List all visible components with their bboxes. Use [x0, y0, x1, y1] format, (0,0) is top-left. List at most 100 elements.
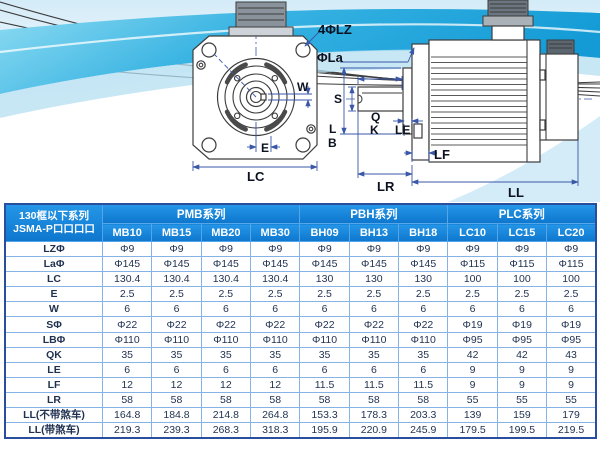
value-cell: 264.8 [250, 407, 301, 424]
table-row: LL(带煞车) 219.3 239.3 268.3 318.3 195.9 220.9 245… [4, 422, 597, 439]
value-cell: 9 [496, 376, 548, 393]
value-cell: 6 [200, 361, 252, 378]
spec-table-body: LZΦ Φ9 Φ9 Φ9 Φ9 Φ9 Φ9 Φ9 Φ9 Φ9 Φ9 LaΦ Φ145 Φ145 Φ145 Φ1… [4, 240, 597, 439]
table-row: LZΦ Φ9 Φ9 Φ9 Φ9 Φ9 Φ9 Φ9 Φ9 Φ9 Φ9 [4, 240, 597, 258]
value-cell: 2.5 [447, 286, 498, 303]
value-cell: 6 [496, 301, 548, 318]
value-cell: Φ22 [398, 316, 449, 333]
value-cell: 2.5 [299, 286, 350, 303]
row-label-cell: E [4, 286, 103, 303]
value-cell: Φ19 [447, 316, 498, 333]
value-cell: Φ95 [546, 331, 597, 348]
value-cell: Φ95 [447, 331, 498, 348]
dim-label-e: E [261, 141, 269, 155]
value-cell: 2.5 [200, 286, 252, 303]
technical-drawings: 4ΦLZ ΦLa W E LC S Q K LE L B LF LR LL [0, 0, 600, 202]
value-cell: Φ110 [299, 331, 350, 348]
value-cell: 9 [447, 361, 498, 378]
series-group-header: PMB系列 [101, 203, 301, 224]
value-cell: 58 [299, 391, 350, 409]
model-column-header: MB10 [101, 223, 153, 242]
value-cell: 179 [546, 407, 597, 424]
row-label-cell: LBΦ [4, 331, 103, 348]
dim-label-lc: LC [247, 169, 265, 184]
value-cell: 35 [348, 346, 400, 363]
value-cell: 11.5 [348, 376, 400, 393]
dim-label-le: LE [395, 123, 410, 137]
table-row: QK 35 35 35 35 35 35 35 42 42 43 [4, 346, 597, 363]
value-cell: Φ22 [299, 316, 350, 333]
value-cell: Φ22 [151, 316, 202, 333]
value-cell: Φ9 [348, 240, 400, 258]
value-cell: 2.5 [398, 286, 449, 303]
value-cell: 6 [151, 301, 202, 318]
value-cell: 184.8 [151, 407, 202, 424]
model-column-header: LC10 [447, 223, 498, 242]
value-cell: 2.5 [348, 286, 400, 303]
table-row: LE 6 6 6 6 6 6 6 9 9 9 [4, 361, 597, 378]
side-view-drawing [192, 0, 592, 186]
front-view-drawing [192, 1, 318, 160]
value-cell: Φ22 [200, 316, 252, 333]
value-cell: 100 [546, 271, 597, 288]
model-column-header: MB15 [151, 223, 202, 242]
value-cell: 130.4 [250, 271, 301, 288]
value-cell: 6 [250, 361, 301, 378]
value-cell: 6 [299, 301, 350, 318]
value-cell: 130.4 [200, 271, 252, 288]
value-cell: 35 [250, 346, 301, 363]
table-row: LF 12 12 12 12 11.5 11.5 11.5 9 9 9 [4, 376, 597, 393]
value-cell: Φ22 [348, 316, 400, 333]
value-cell: 58 [101, 391, 153, 409]
value-cell: 6 [398, 361, 449, 378]
row-label-cell: QK [4, 346, 103, 363]
value-cell: 130 [348, 271, 400, 288]
model-column-header: MB20 [200, 223, 252, 242]
dim-label-k: K [370, 123, 379, 137]
value-cell: 11.5 [398, 376, 449, 393]
dim-label-s: S [334, 92, 342, 106]
value-cell: Φ9 [546, 240, 597, 258]
row-label-cell: LL(带煞车) [4, 422, 103, 439]
value-cell: 219.3 [101, 422, 153, 439]
row-label-cell: LF [4, 376, 103, 393]
value-cell: 239.3 [151, 422, 202, 439]
value-cell: 130.4 [151, 271, 202, 288]
table-corner-header: 130框以下系列 JSMA-P口口口口 [4, 203, 103, 242]
value-cell: Φ110 [200, 331, 252, 348]
dim-label-ll: LL [508, 185, 524, 200]
value-cell: 6 [101, 301, 153, 318]
value-cell: Φ145 [348, 256, 400, 273]
model-column-header: BH09 [299, 223, 350, 242]
value-cell: 12 [101, 376, 153, 393]
value-cell: 2.5 [101, 286, 153, 303]
value-cell: 195.9 [299, 422, 350, 439]
value-cell: 58 [250, 391, 301, 409]
value-cell: 9 [496, 361, 548, 378]
value-cell: Φ22 [250, 316, 301, 333]
value-cell: Φ145 [250, 256, 301, 273]
value-cell: Φ145 [200, 256, 252, 273]
connector-front-icon [228, 1, 294, 37]
value-cell: 6 [348, 361, 400, 378]
row-label-cell: LL(不带煞车) [4, 407, 103, 424]
value-cell: 6 [546, 301, 597, 318]
value-cell: 203.3 [398, 407, 449, 424]
value-cell: 35 [200, 346, 252, 363]
value-cell: 58 [200, 391, 252, 409]
value-cell: 2.5 [151, 286, 202, 303]
value-cell: Φ19 [496, 316, 548, 333]
value-cell: 6 [348, 301, 400, 318]
value-cell: Φ9 [250, 240, 301, 258]
table-row: LBΦ Φ110 Φ110 Φ110 Φ110 Φ110 Φ110 Φ110 Φ95 Φ95 Φ95 [4, 331, 597, 348]
value-cell: Φ9 [398, 240, 449, 258]
value-cell: 6 [101, 361, 153, 378]
value-cell: 9 [546, 376, 597, 393]
dim-label-q: Q [371, 110, 380, 124]
dim-label-la: ΦLa [317, 50, 344, 65]
table-corner-header-line2: JSMA-P口口口口 [13, 223, 95, 235]
row-label-cell: LaΦ [4, 256, 103, 273]
value-cell: 214.8 [200, 407, 252, 424]
value-cell: 35 [299, 346, 350, 363]
value-cell: 100 [447, 271, 498, 288]
